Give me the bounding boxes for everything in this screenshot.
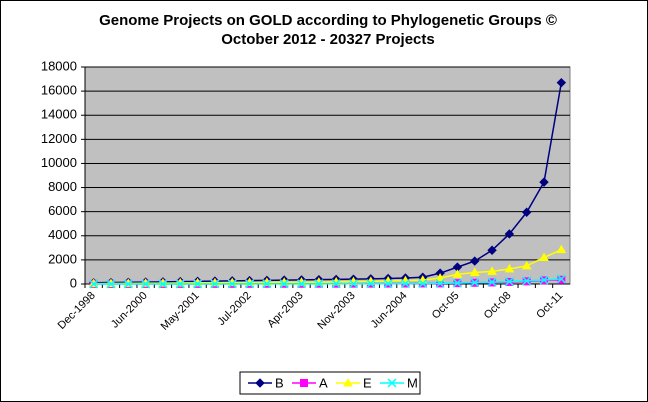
legend-label: B (275, 375, 284, 390)
y-tick-label: 2000 (48, 251, 77, 266)
marker (452, 278, 462, 288)
marker (521, 207, 532, 217)
marker (227, 279, 237, 289)
marker (435, 278, 445, 288)
legend-label: E (363, 375, 372, 390)
marker (418, 279, 428, 289)
marker (504, 263, 515, 273)
chart-title: Genome Projects on GOLD according to Phy… (99, 12, 557, 29)
series-line (93, 82, 563, 284)
marker (469, 267, 480, 277)
y-tick-label: 14000 (41, 107, 77, 122)
marker (141, 279, 151, 289)
marker (106, 279, 116, 289)
plot-area (84, 66, 571, 285)
marker (210, 279, 220, 289)
y-tick-label: 10000 (41, 155, 77, 170)
marker (539, 177, 549, 187)
legend-marker (387, 378, 397, 388)
marker (158, 279, 168, 289)
marker (470, 256, 480, 266)
marker (470, 278, 480, 288)
marker (435, 272, 445, 282)
marker (123, 279, 133, 289)
series-line (93, 278, 562, 285)
chart-subtitle: October 2012 - 20327 Projects (221, 31, 434, 48)
y-tick-label: 6000 (48, 203, 77, 218)
marker (539, 275, 549, 285)
marker (556, 244, 567, 254)
legend-marker (343, 377, 353, 387)
legend-label: A (319, 375, 328, 390)
marker (348, 279, 359, 289)
legend-marker (255, 378, 265, 388)
legend-box (239, 371, 421, 395)
marker (193, 279, 203, 289)
y-tick-label: 12000 (41, 131, 77, 146)
marker (487, 266, 497, 275)
marker (331, 279, 341, 289)
marker (452, 269, 463, 278)
marker (383, 279, 393, 289)
y-tick-label: 18000 (41, 58, 77, 73)
marker (504, 277, 514, 287)
marker (245, 279, 255, 289)
marker (296, 279, 307, 289)
marker (522, 276, 532, 286)
marker (400, 279, 410, 289)
marker (314, 279, 324, 289)
marker (279, 279, 289, 289)
marker (175, 279, 185, 289)
marker (504, 229, 515, 239)
marker (487, 277, 497, 287)
marker (487, 245, 497, 255)
legend-label: M (407, 375, 418, 390)
marker (556, 77, 567, 88)
y-tick-label: 16000 (41, 83, 77, 98)
marker (262, 279, 272, 289)
y-tick-label: 4000 (48, 227, 77, 242)
marker (556, 274, 566, 284)
series-line (93, 248, 562, 285)
legend-marker (300, 379, 308, 387)
y-tick-label: 8000 (48, 179, 77, 194)
y-tick-label: 0 (70, 275, 77, 290)
marker (366, 279, 376, 289)
marker (539, 252, 549, 261)
marker (89, 279, 99, 289)
marker (521, 260, 532, 270)
